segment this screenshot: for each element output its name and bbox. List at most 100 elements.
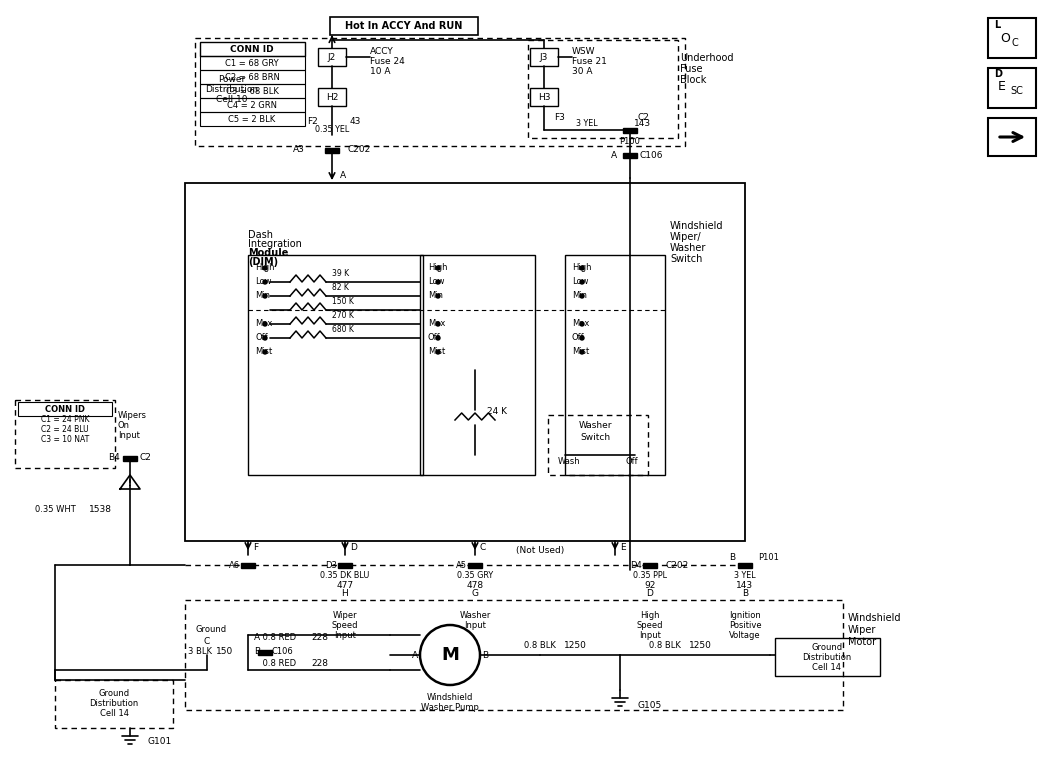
Bar — [528, 40, 678, 138]
Text: A3: A3 — [293, 146, 305, 154]
Circle shape — [436, 336, 440, 340]
Text: 150: 150 — [216, 647, 234, 657]
Text: Block: Block — [680, 75, 706, 85]
Text: 1250: 1250 — [564, 640, 587, 650]
Text: High: High — [428, 264, 447, 272]
Circle shape — [423, 628, 477, 682]
Text: (Not Used): (Not Used) — [516, 545, 564, 555]
Text: 3 YEL: 3 YEL — [576, 120, 597, 129]
Text: D: D — [994, 69, 1002, 79]
Text: C2: C2 — [140, 453, 152, 463]
Circle shape — [263, 294, 267, 298]
Text: 0.8 RED: 0.8 RED — [260, 634, 297, 643]
Bar — [195, 38, 685, 146]
Text: 10 A: 10 A — [370, 67, 391, 77]
Text: C2 = 68 BRN: C2 = 68 BRN — [224, 73, 280, 81]
Text: 82 K: 82 K — [332, 284, 349, 292]
Text: Fuse 24: Fuse 24 — [370, 58, 405, 67]
Text: CONN ID: CONN ID — [231, 44, 274, 54]
Circle shape — [263, 350, 267, 354]
Text: Ground: Ground — [99, 689, 130, 697]
Text: B: B — [728, 554, 735, 562]
Text: C: C — [480, 542, 486, 551]
Bar — [643, 562, 657, 568]
Text: Min: Min — [572, 291, 587, 301]
Bar — [325, 147, 339, 153]
Bar — [123, 456, 137, 460]
Text: 143: 143 — [737, 581, 754, 590]
Bar — [200, 70, 305, 84]
Text: G101: G101 — [148, 738, 172, 746]
Text: O: O — [1000, 31, 1010, 44]
Text: Wiper: Wiper — [332, 611, 357, 620]
Text: 0.35 GRY: 0.35 GRY — [457, 571, 493, 581]
Bar — [339, 562, 352, 568]
Text: 478: 478 — [466, 581, 483, 590]
Text: Washer: Washer — [459, 611, 490, 620]
Circle shape — [263, 336, 267, 340]
Text: Washer: Washer — [578, 420, 612, 430]
Text: B: B — [742, 590, 748, 598]
Text: Windshield: Windshield — [848, 613, 901, 623]
Text: E: E — [998, 80, 1006, 93]
Circle shape — [263, 266, 267, 270]
Bar — [54, 680, 173, 728]
Text: P101: P101 — [758, 554, 779, 562]
Text: Max: Max — [255, 320, 272, 328]
Text: Distribution: Distribution — [803, 653, 852, 663]
Bar — [200, 56, 305, 70]
Text: Voltage: Voltage — [729, 630, 761, 640]
Text: Input: Input — [118, 430, 139, 439]
Bar — [200, 42, 305, 56]
Text: H3: H3 — [538, 93, 550, 101]
Text: 143: 143 — [634, 120, 652, 129]
Text: Speed: Speed — [332, 621, 358, 630]
Text: CONN ID: CONN ID — [45, 404, 85, 413]
Text: Off: Off — [572, 334, 585, 343]
Text: C3 = 68 BLK: C3 = 68 BLK — [225, 87, 279, 96]
Text: Off: Off — [428, 334, 440, 343]
Text: Dash: Dash — [248, 230, 272, 240]
Text: 0.35 YEL: 0.35 YEL — [314, 126, 349, 134]
Text: Speed: Speed — [637, 621, 663, 630]
Text: J3: J3 — [540, 52, 548, 61]
Text: F3: F3 — [554, 114, 565, 123]
Text: 39 K: 39 K — [332, 269, 349, 278]
Text: Mist: Mist — [255, 347, 272, 357]
Text: L: L — [994, 20, 1000, 30]
Text: Hot In ACCY And RUN: Hot In ACCY And RUN — [345, 21, 462, 31]
Text: 24 K: 24 K — [487, 407, 507, 416]
Text: Integration: Integration — [248, 239, 302, 249]
Text: D: D — [350, 542, 357, 551]
Text: 92: 92 — [645, 581, 656, 590]
Text: High: High — [572, 264, 591, 272]
Text: H2: H2 — [326, 93, 339, 101]
Bar — [18, 402, 112, 416]
Text: 680 K: 680 K — [332, 325, 354, 334]
Text: Positive: Positive — [728, 621, 761, 630]
Circle shape — [580, 350, 584, 354]
Text: Windshield: Windshield — [670, 221, 723, 231]
Text: Max: Max — [428, 320, 445, 328]
Text: C202: C202 — [348, 146, 371, 154]
Text: (DIM): (DIM) — [248, 257, 278, 267]
Text: A6: A6 — [228, 561, 240, 570]
Text: B: B — [254, 647, 260, 657]
Text: 228: 228 — [311, 660, 328, 669]
Circle shape — [436, 350, 440, 354]
Circle shape — [436, 280, 440, 284]
Text: 0.35 PPL: 0.35 PPL — [633, 571, 667, 581]
Text: 3 YEL: 3 YEL — [735, 571, 756, 581]
Text: 1250: 1250 — [689, 640, 712, 650]
Text: !: ! — [128, 479, 132, 489]
Text: E: E — [620, 542, 626, 551]
Text: 0.35 DK BLU: 0.35 DK BLU — [321, 571, 370, 581]
Text: B: B — [482, 650, 488, 660]
Bar — [200, 84, 305, 98]
Text: J2: J2 — [328, 52, 336, 61]
Circle shape — [580, 280, 584, 284]
Text: 0.8 BLK: 0.8 BLK — [524, 640, 555, 650]
Bar — [200, 112, 305, 126]
Bar — [548, 415, 648, 475]
Text: Motor: Motor — [848, 637, 876, 647]
